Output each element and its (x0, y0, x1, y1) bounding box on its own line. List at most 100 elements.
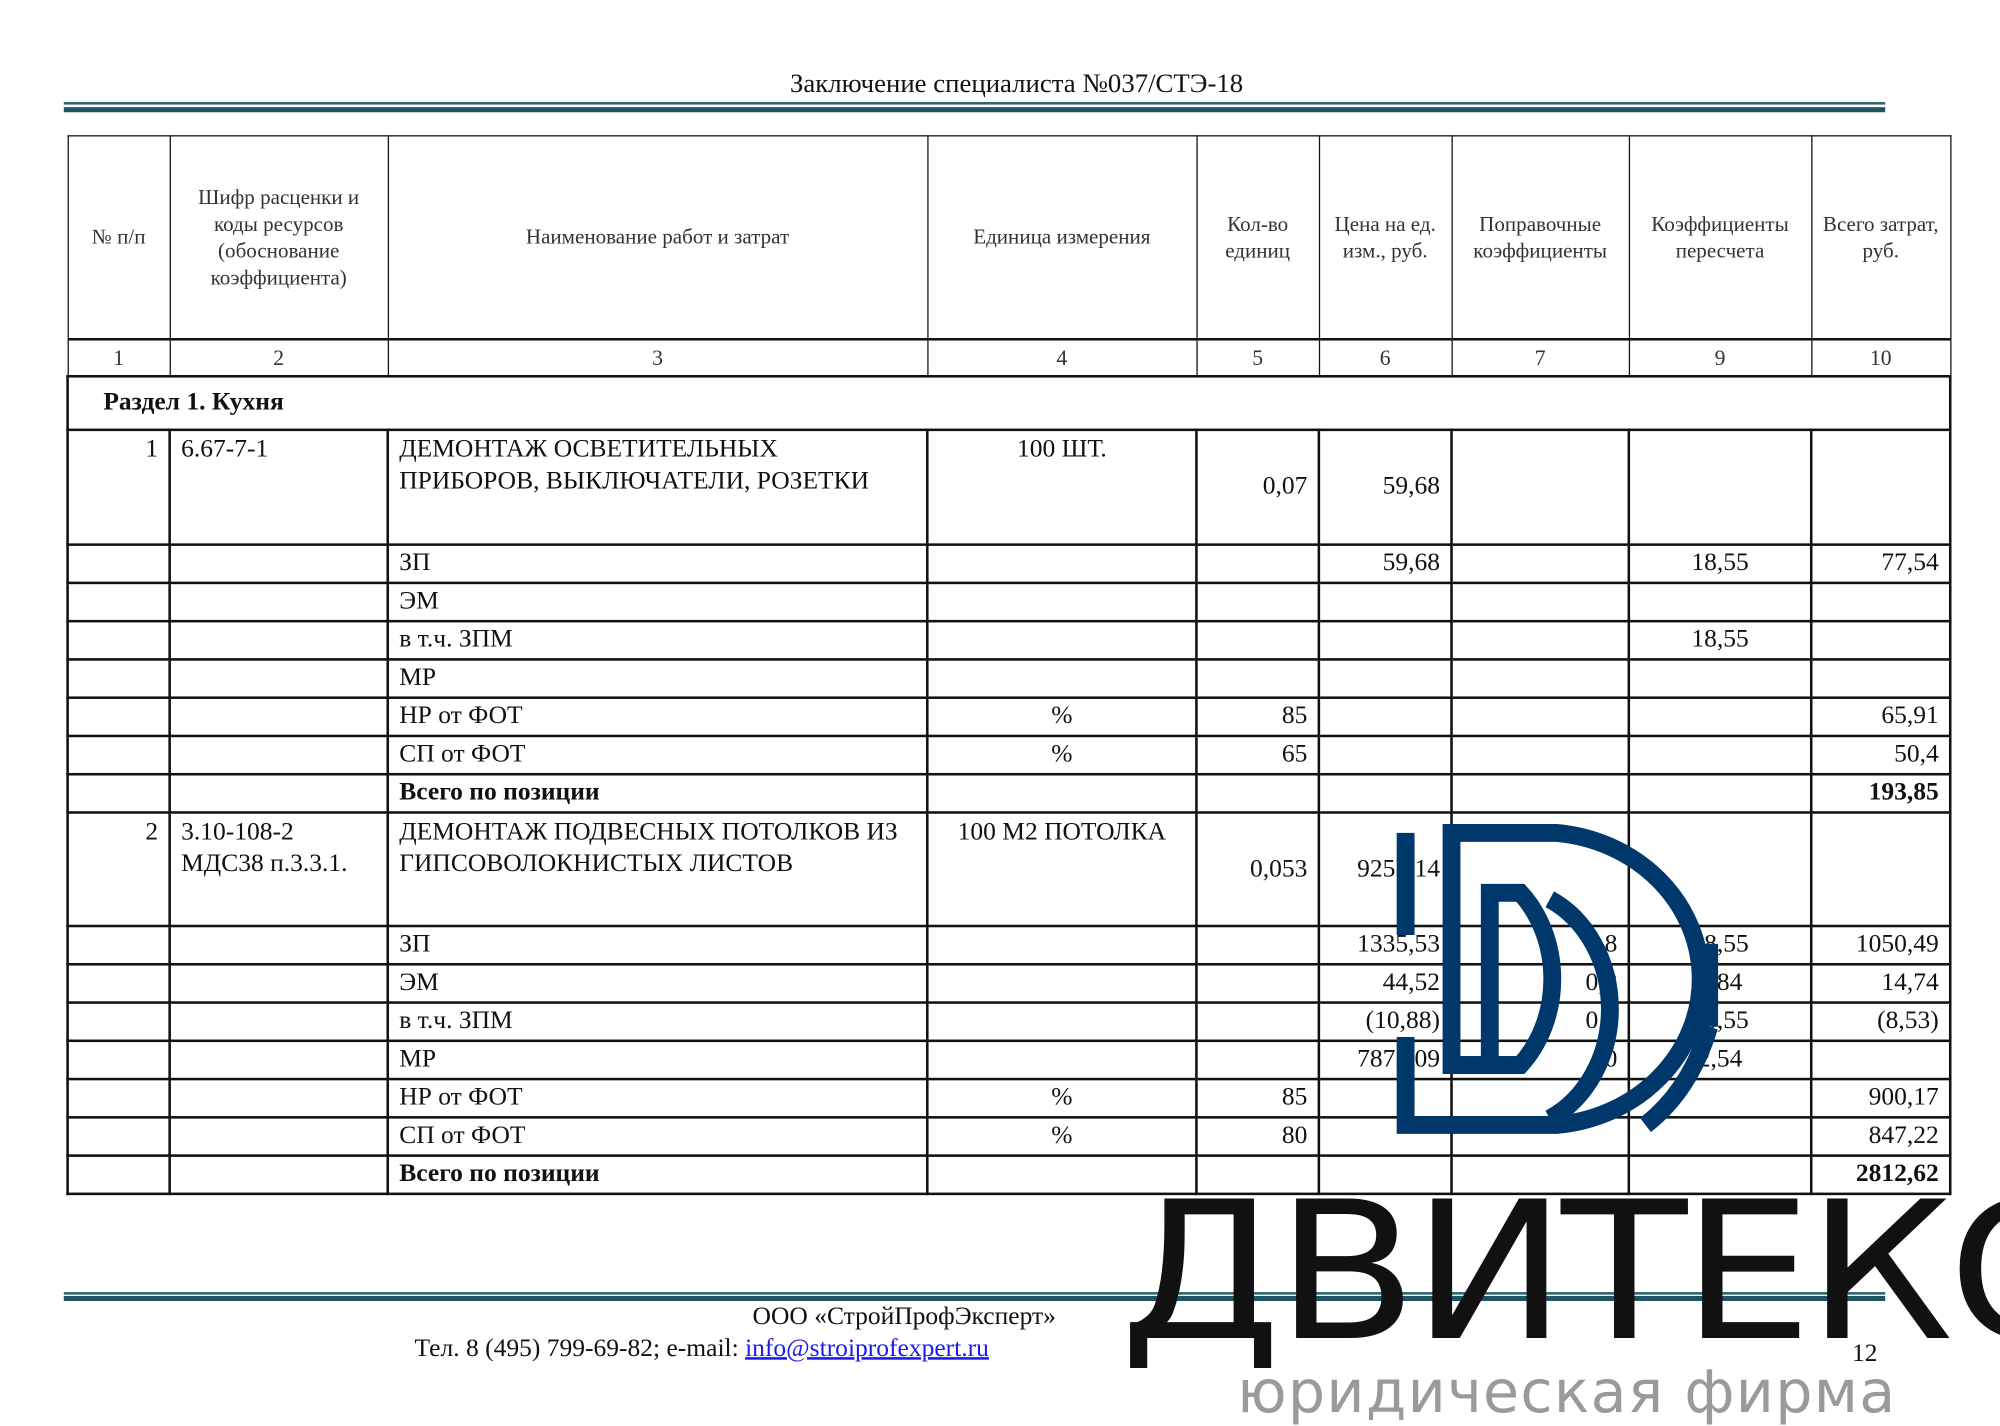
logo-arc (1545, 891, 1619, 1127)
header-rule-thick (63, 107, 1886, 113)
table-row-total: Всего по позиции 193,85 (66, 772, 1952, 814)
header-rule-thin (63, 102, 1886, 105)
table-cell (926, 580, 1198, 622)
dd-monogram-logo-icon (1396, 823, 1719, 1134)
table-cell: 44,52 (1317, 962, 1453, 1004)
table-cell (168, 1153, 390, 1195)
logo-inner-d (1451, 883, 1562, 1074)
column-number-row: 1 2 3 4 5 6 7 9 10 (66, 338, 1951, 377)
table-header-row: № п/п Шифр расценки и коды ресурсов (обос… (66, 135, 1951, 340)
table-cell (66, 1077, 171, 1118)
table-cell (1450, 427, 1631, 546)
table-cell: 85 (1195, 695, 1321, 737)
table-row: МР (66, 657, 1952, 699)
table-cell: 2 (66, 810, 171, 927)
table-cell (1317, 1153, 1453, 1195)
table-cell (168, 619, 390, 661)
table-cell (168, 695, 390, 737)
table-cell: 18,55 (1627, 619, 1813, 661)
column-header: Кол-во единиц (1195, 135, 1320, 340)
table-cell: 59,68 (1317, 427, 1453, 546)
table-cell (66, 1038, 171, 1080)
footer-rule-thick (63, 1295, 1886, 1302)
table-cell (1627, 772, 1813, 814)
table-cell: % (926, 695, 1198, 737)
table-cell (168, 657, 390, 699)
table-cell: 847,22 (1809, 1115, 1952, 1157)
column-header: Единица измерения (926, 135, 1198, 340)
table-cell: 77,54 (1809, 542, 1952, 584)
table-cell (66, 734, 171, 775)
column-header: № п/п (66, 135, 171, 340)
table-cell: 18,55 (1627, 542, 1813, 584)
table-cell: МР (386, 1038, 929, 1080)
table-cell: НР от ФОТ (386, 1077, 929, 1118)
column-header: Цена на ед. изм., руб. (1318, 135, 1453, 340)
footer-rule-thin (63, 1292, 1886, 1295)
table-cell (1450, 772, 1631, 814)
table-cell (66, 962, 171, 1004)
table-cell (1195, 772, 1321, 814)
table-cell (1450, 619, 1631, 661)
table-cell (168, 1038, 390, 1080)
table-row: НР от ФОТ% 85 65,91 (66, 695, 1952, 737)
table-cell: ДЕМОНТАЖ ПОДВЕСНЫХ ПОТОЛКОВ ИЗ ГИПСОВОЛО… (386, 810, 929, 927)
column-number: 2 (169, 338, 389, 377)
table-cell (168, 962, 390, 1004)
table-cell: 65 (1195, 734, 1321, 775)
table-cell (926, 619, 1198, 661)
document-header-title: Заключение специалиста №037/СТЭ-18 (789, 67, 1244, 99)
table-cell (1317, 772, 1453, 814)
table-cell (1195, 1038, 1321, 1080)
table-cell: (10,88) (1317, 1000, 1453, 1042)
column-number: 5 (1195, 338, 1320, 377)
table-cell: СП от ФОТ (386, 734, 929, 775)
table-cell (926, 1038, 1198, 1080)
table-cell (1317, 734, 1453, 775)
table-cell: НР от ФОТ (386, 695, 929, 737)
table-cell (1195, 580, 1321, 622)
table-cell (1317, 619, 1453, 661)
column-header: Поправочные коэффициенты (1450, 135, 1630, 340)
table-cell (1450, 695, 1631, 737)
column-number: 6 (1318, 338, 1453, 377)
table-cell (926, 924, 1198, 965)
table-cell (1809, 657, 1952, 699)
table-cell (1450, 657, 1631, 699)
table-cell (926, 1000, 1198, 1042)
table-row: СП от ФОТ% 65 50,4 (66, 734, 1952, 775)
table-cell: 14,74 (1809, 962, 1952, 1004)
table-cell (66, 542, 171, 584)
email-link[interactable]: info@stroiprofexpert.ru (745, 1334, 989, 1363)
table-cell (1317, 1077, 1453, 1118)
table-cell (926, 657, 1198, 699)
table-cell: в т.ч. ЗПМ (386, 1000, 929, 1042)
table-cell (1450, 734, 1631, 775)
table-cell (66, 1153, 171, 1195)
table-cell: 50,4 (1809, 734, 1952, 775)
table-cell (168, 542, 390, 584)
table-cell (1195, 542, 1321, 584)
table-cell (1450, 1153, 1631, 1195)
table-cell: Всего по позиции (386, 1153, 929, 1195)
table-cell (1809, 619, 1952, 661)
table-cell: ДЕМОНТАЖ ОСВЕТИТЕЛЬНЫХ ПРИБОРОВ, ВЫКЛЮЧА… (386, 427, 929, 546)
table-cell (1809, 1038, 1952, 1080)
table-cell (1809, 427, 1952, 546)
table-row: в т.ч. ЗПМ (10,88) 0,8 18,55 (8,53) (66, 1000, 1952, 1042)
table-cell (1450, 580, 1631, 622)
logo-outer-arc (1639, 943, 1719, 1133)
table-row: в т.ч. ЗПМ 18,55 (66, 619, 1952, 661)
table-cell: 2812,62 (1809, 1153, 1952, 1195)
table-row-item: 1 6.67-7-1 ДЕМОНТАЖ ОСВЕТИТЕЛЬНЫХ ПРИБОРОВ… (66, 427, 1952, 546)
table-cell: 85 (1195, 1077, 1321, 1118)
table-cell: ЭМ (386, 580, 929, 622)
page-number: 12 (1852, 1339, 1878, 1368)
table-cell (168, 1077, 390, 1118)
table-cell (168, 924, 390, 965)
table-cell (1317, 657, 1453, 699)
footer-contacts: Тел. 8 (495) 799-69-82; e-mail: info@str… (415, 1334, 989, 1363)
table-cell: 80 (1195, 1115, 1321, 1157)
table-cell (926, 772, 1198, 814)
table-cell (66, 1000, 171, 1042)
